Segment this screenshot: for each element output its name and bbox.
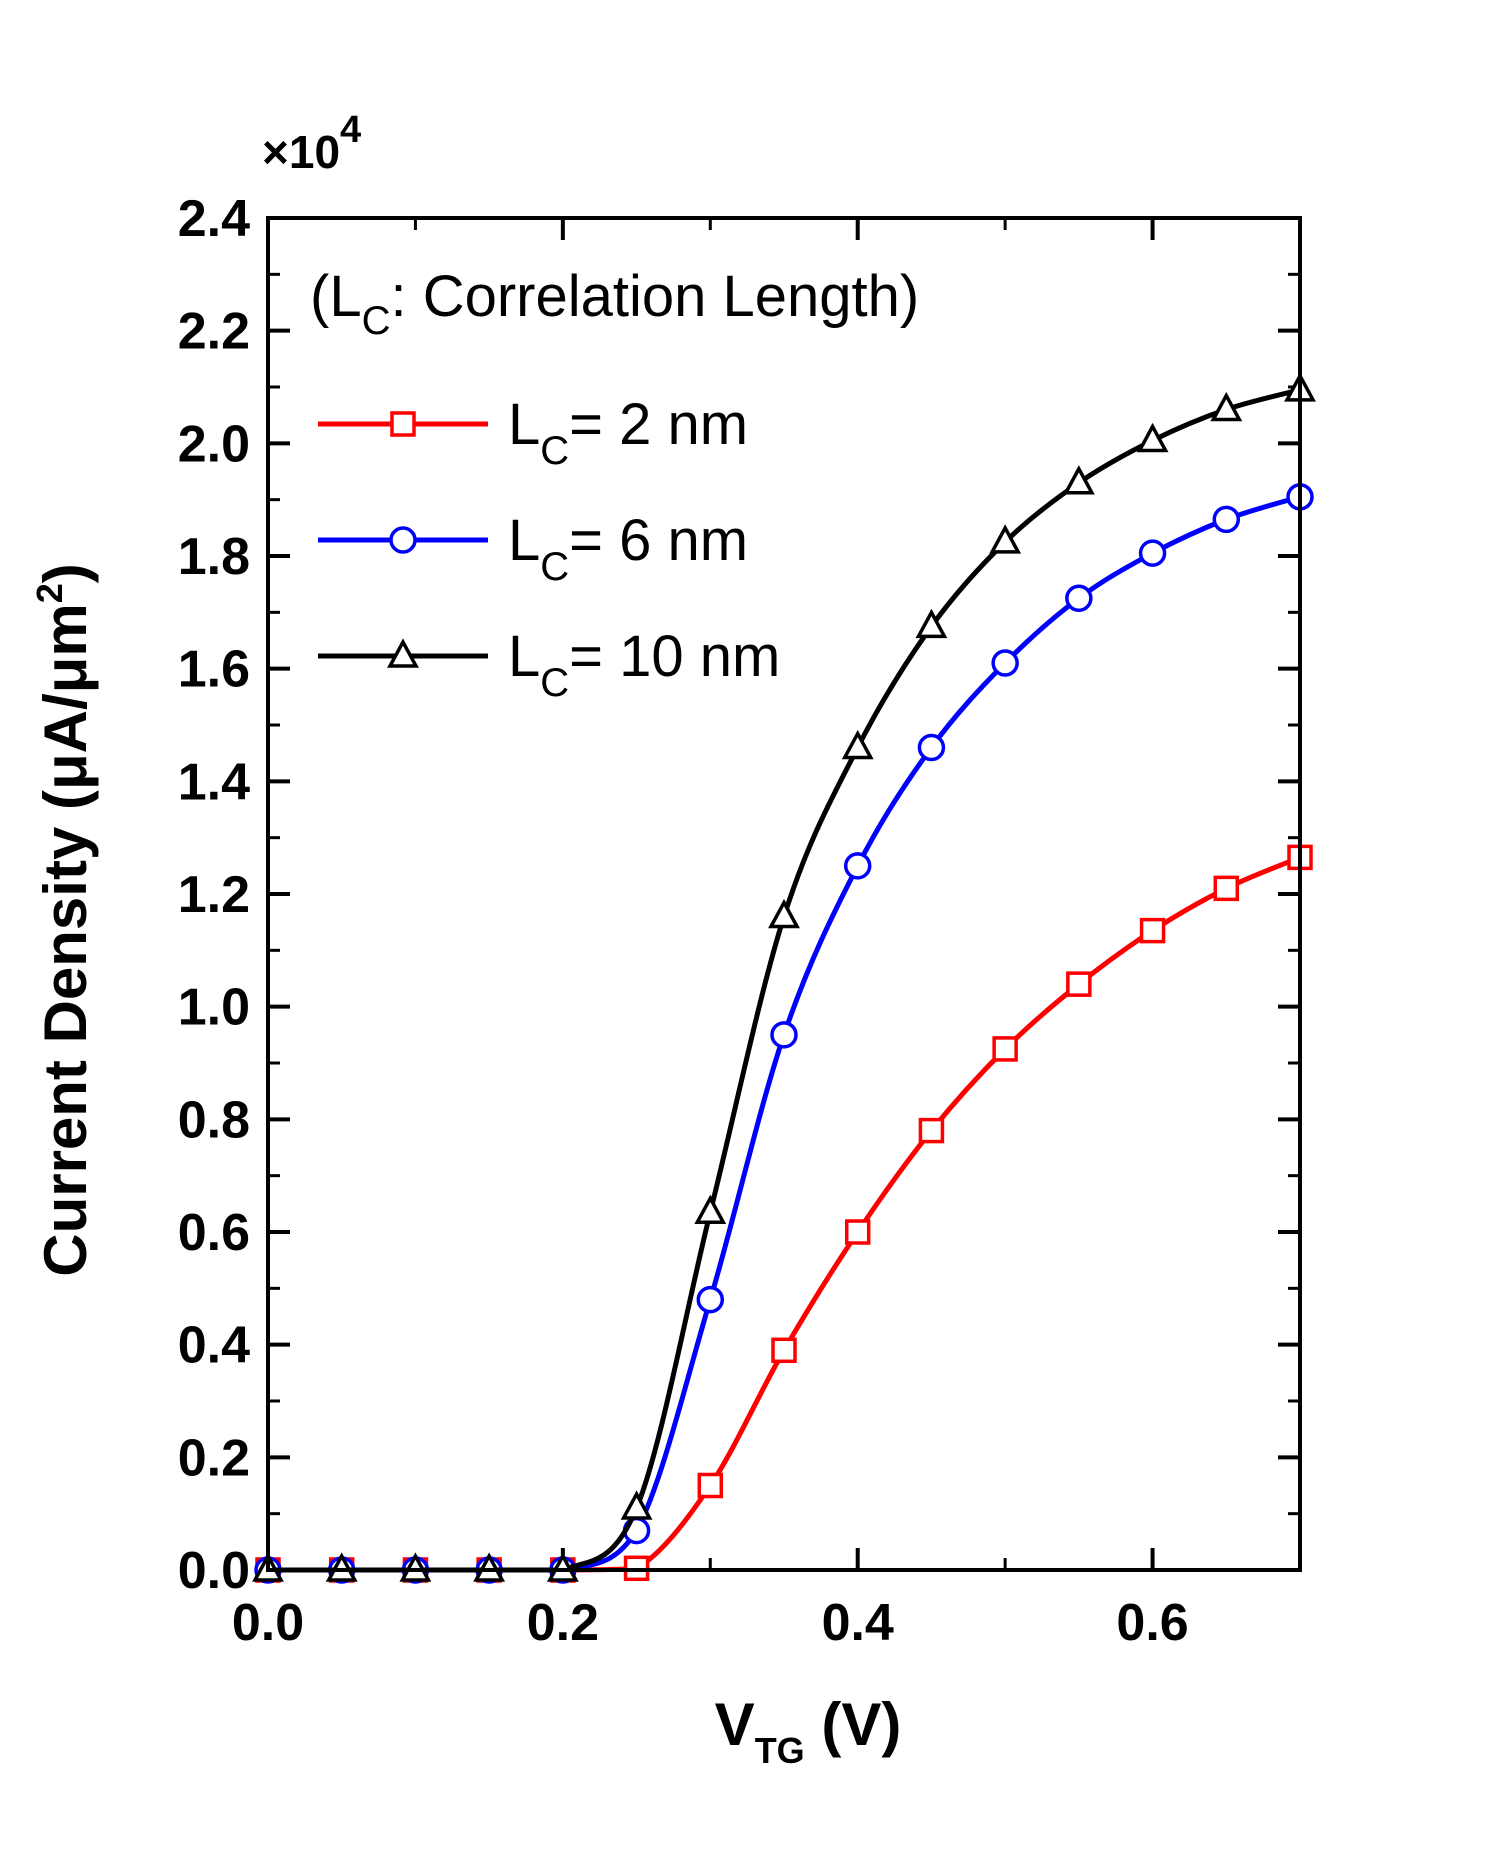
y-multiplier-prefix: ×10 [262, 126, 340, 178]
y-tick-label: 2.2 [178, 303, 250, 361]
legend-marker [387, 638, 419, 668]
x-tick-label: 0.6 [1116, 1594, 1188, 1652]
y-tick-label: 1.6 [178, 641, 250, 699]
data-point [992, 1036, 1018, 1062]
data-point [843, 852, 872, 880]
data-point [991, 649, 1019, 677]
y-multiplier-exp: 4 [340, 109, 361, 151]
data-point [915, 608, 948, 639]
y-tick-label: 0.6 [178, 1204, 250, 1262]
data-point [1138, 539, 1167, 567]
legend-marker [390, 411, 416, 437]
series-line [267, 855, 1301, 1573]
y-tick-label: 1.4 [178, 753, 250, 811]
data-point [768, 898, 800, 929]
data-point [696, 1285, 725, 1314]
annotation-open: (L [310, 264, 362, 329]
x-axis-title-sub: TG [755, 1730, 805, 1771]
x-tick-label: 0.2 [527, 1594, 599, 1652]
legend-label-main: L [508, 624, 540, 689]
legend-label: LC= 2 nm [508, 392, 748, 473]
y-tick-label: 0.8 [178, 1091, 250, 1149]
x-axis-title-main: V [715, 1691, 755, 1758]
data-point [1212, 505, 1241, 534]
series-square [255, 844, 1313, 1583]
y-tick-label: 1.8 [178, 528, 250, 586]
legend-item: LC= 6 nm [318, 508, 748, 589]
annotation-sub: C [362, 299, 391, 343]
data-point [1213, 875, 1240, 902]
series-circle [254, 483, 1314, 1584]
series-layer [252, 372, 1316, 1584]
y-tick-label: 2.4 [178, 190, 250, 248]
x-axis-title-tail: (V) [805, 1691, 902, 1758]
data-point [1062, 465, 1095, 495]
data-point [1210, 391, 1243, 422]
legend-label: LC= 6 nm [508, 508, 748, 589]
ticks-layer: 0.0 0.2 0.4 0.6 0.8 1.0 1.2 1.4 1.6 1.8 2.0 2.2 2.4 0… [178, 190, 1300, 1652]
x-axis-title: VTG (V) [715, 1691, 902, 1771]
y-tick-label: 1.0 [178, 979, 250, 1037]
y-tick-label: 1.2 [178, 866, 250, 924]
y-tick-label: 2.0 [178, 415, 250, 473]
data-point [844, 1219, 871, 1245]
x-tick-label: 0.0 [232, 1594, 304, 1652]
y-tick-label: 0.4 [178, 1317, 250, 1375]
legend-label-sub: C [540, 429, 569, 473]
data-point [620, 1490, 653, 1520]
data-point [989, 524, 1022, 554]
annotation-rest: : Correlation Length) [390, 264, 919, 329]
data-point [1136, 422, 1169, 453]
data-point [1066, 971, 1092, 997]
legend-label-sub: C [540, 545, 569, 589]
annotation-text: (LC: Correlation Length) [310, 264, 919, 343]
y-tick-label: 0.0 [178, 1542, 250, 1600]
y-axis-title-tail: ) [32, 563, 99, 583]
data-point [771, 1337, 797, 1364]
legend-marker [389, 526, 417, 554]
plot-frame [266, 216, 1302, 1572]
x-tick-label: 0.4 [822, 1594, 894, 1652]
y-axis-title-main: Current Density (μA/μm [32, 603, 99, 1277]
legend-label-rest: = 2 nm [569, 392, 748, 457]
series-line [267, 387, 1301, 1573]
y-multiplier: ×104 [262, 109, 361, 178]
legend-label-rest: = 10 nm [569, 624, 780, 689]
data-point [1065, 584, 1093, 612]
data-point [697, 1472, 724, 1499]
data-point [918, 1117, 945, 1144]
legend-item: LC= 2 nm [318, 392, 748, 473]
y-axis-title-sup: 2 [29, 583, 70, 603]
data-point [694, 1194, 727, 1225]
data-point [770, 1021, 798, 1049]
legend-label-main: L [508, 508, 540, 573]
data-point [841, 729, 874, 760]
legend-label-sub: C [540, 661, 569, 705]
y-axis-title: Current Density (μA/μm2) [29, 563, 99, 1277]
y-tick-label: 0.2 [178, 1429, 250, 1487]
legend-item: LC= 10 nm [318, 624, 780, 705]
legend-label-rest: = 6 nm [569, 508, 748, 573]
data-point [1139, 917, 1166, 944]
data-point [917, 733, 946, 762]
legend-label: LC= 10 nm [508, 624, 780, 705]
legend-label-main: L [508, 392, 540, 457]
